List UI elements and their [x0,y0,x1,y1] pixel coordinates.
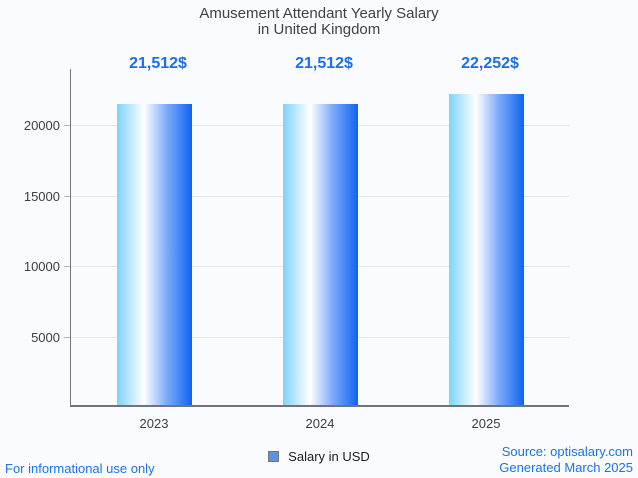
bar-2024 [282,104,358,407]
generated-text: Generated March 2025 [499,460,633,475]
y-axis-tick-5000 [64,336,70,338]
legend-swatch-icon [268,451,280,462]
legend-label: Salary in USD [288,449,370,464]
source-link[interactable]: Source: optisalary.com [501,444,633,459]
y-axis-label-10000: 10000 [23,259,60,275]
y-axis-tick-15000 [64,195,70,197]
source-info: Source: optisalary.com Generated March 2… [499,444,633,476]
y-axis-tick-10000 [64,266,70,268]
y-axis-line [70,69,71,407]
x-axis-label-2024: 2024 [305,416,335,431]
x-axis-label-2025: 2025 [471,416,501,431]
value-label-2023: 21,512$ [129,55,187,72]
disclaimer-text: For informational use only [5,461,155,476]
x-axis-label-2023: 2023 [139,416,169,431]
y-axis-label-20000: 20000 [23,118,60,134]
chart-title-line2: in United Kingdom [257,21,381,38]
legend: Salary in USD [0,449,638,464]
x-axis-line [70,405,569,407]
chart-title: Amusement Attendant Yearly Salary in Uni… [0,6,638,38]
value-label-2024: 21,512$ [295,55,353,72]
bar-2023 [116,104,192,407]
chart-title-line1: Amusement Attendant Yearly Salary [199,5,439,22]
y-axis-label-5000: 5000 [31,329,60,345]
y-axis-tick-20000 [64,125,70,127]
y-axis-label-15000: 15000 [23,188,60,204]
bar-2025 [448,93,524,407]
value-label-2025: 22,252$ [461,55,519,72]
